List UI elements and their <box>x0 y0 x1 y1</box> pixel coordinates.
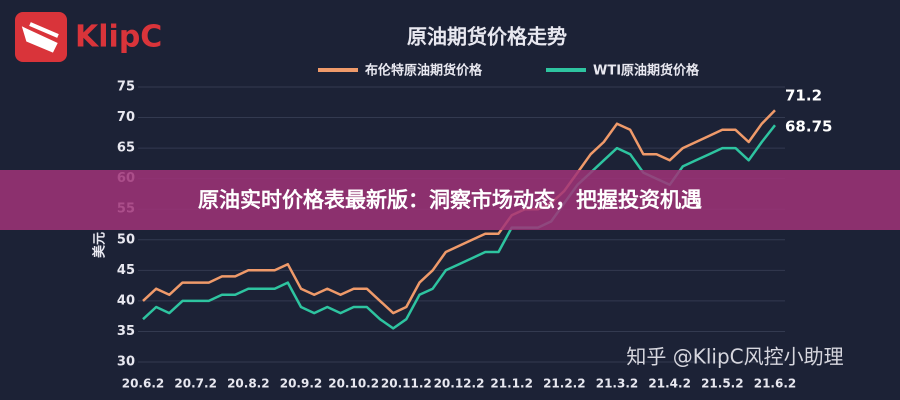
banner-band <box>0 170 900 230</box>
y-axis-label: 美元 <box>92 232 108 258</box>
y-tick-label: 45 <box>117 263 135 278</box>
x-tick-label: 20.8.2 <box>227 377 270 391</box>
brand: KlipC <box>75 20 162 55</box>
y-tick-label: 40 <box>117 293 135 308</box>
y-tick-label: 65 <box>117 141 135 156</box>
x-tick-label: 21.4.2 <box>648 377 691 391</box>
watermark: 知乎 @KlipC风控小助理 <box>626 345 843 369</box>
y-tick-label: 75 <box>117 80 135 95</box>
x-tick-label: 20.7.2 <box>174 377 217 391</box>
series-line <box>142 109 776 315</box>
x-tick-label: 21.6.2 <box>754 377 797 391</box>
x-tick-label: 21.3.2 <box>596 377 639 391</box>
legend-label: WTI原油期货价格 <box>593 63 700 79</box>
x-tick-label: 20.10.2 <box>328 377 379 391</box>
y-tick-label: 30 <box>117 355 135 370</box>
chart-title: 原油期货价格走势 <box>407 25 567 49</box>
plot: 3035404550556065707520.6.220.7.220.8.220… <box>117 80 833 391</box>
x-tick-label: 20.12.2 <box>434 377 485 391</box>
x-tick-label: 20.6.2 <box>122 377 165 391</box>
y-tick-label: 35 <box>117 324 135 339</box>
x-tick-label: 20.11.2 <box>381 377 432 391</box>
data-label: 68.75 <box>785 118 832 136</box>
banner-text: 原油实时价格表最新版：洞察市场动态，把握投资机遇 <box>198 188 702 212</box>
x-tick-label: 21.5.2 <box>701 377 744 391</box>
x-tick-label: 21.2.2 <box>543 377 586 391</box>
y-tick-label: 70 <box>117 110 135 125</box>
logo-shape <box>21 22 59 53</box>
legend-label: 布伦特原油期货价格 <box>365 63 483 79</box>
data-label: 71.2 <box>785 87 822 105</box>
y-tick-label: 50 <box>117 232 135 247</box>
x-tick-label: 21.1.2 <box>490 377 533 391</box>
x-tick-label: 20.9.2 <box>280 377 323 391</box>
